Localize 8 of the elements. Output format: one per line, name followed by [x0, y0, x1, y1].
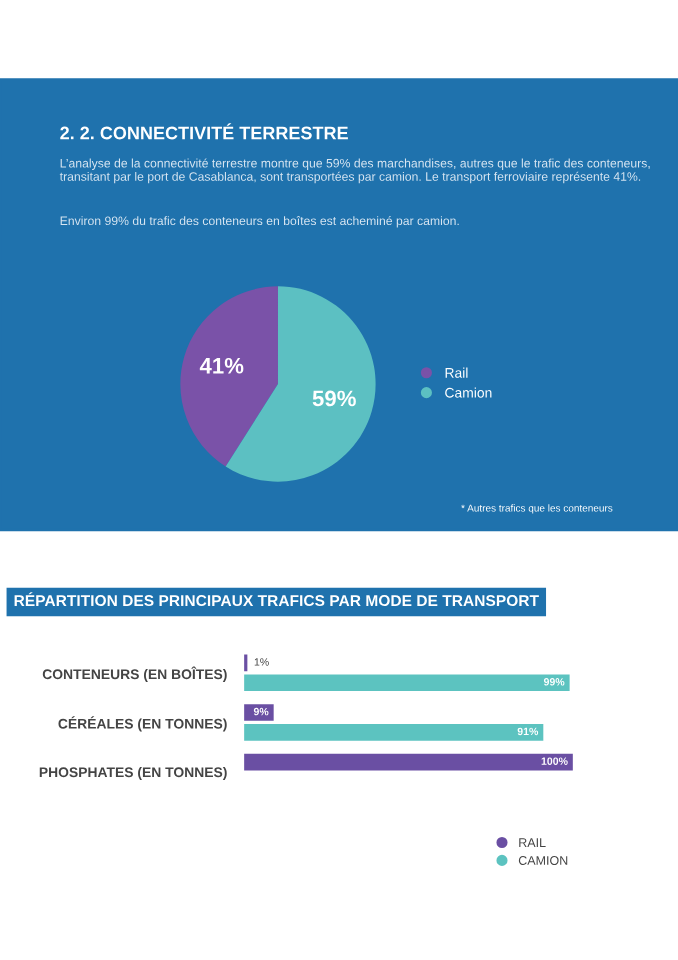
- bar: [244, 674, 570, 692]
- bar: [244, 753, 573, 771]
- bar: [244, 723, 544, 741]
- pie-slice: [180, 286, 278, 467]
- bar: [244, 704, 274, 721]
- data-label: 59%: [312, 390, 356, 407]
- data-label: 41%: [199, 357, 244, 374]
- chart-title: 2. 2. CONNECTIVITÉ TERRESTRE: [60, 123, 348, 140]
